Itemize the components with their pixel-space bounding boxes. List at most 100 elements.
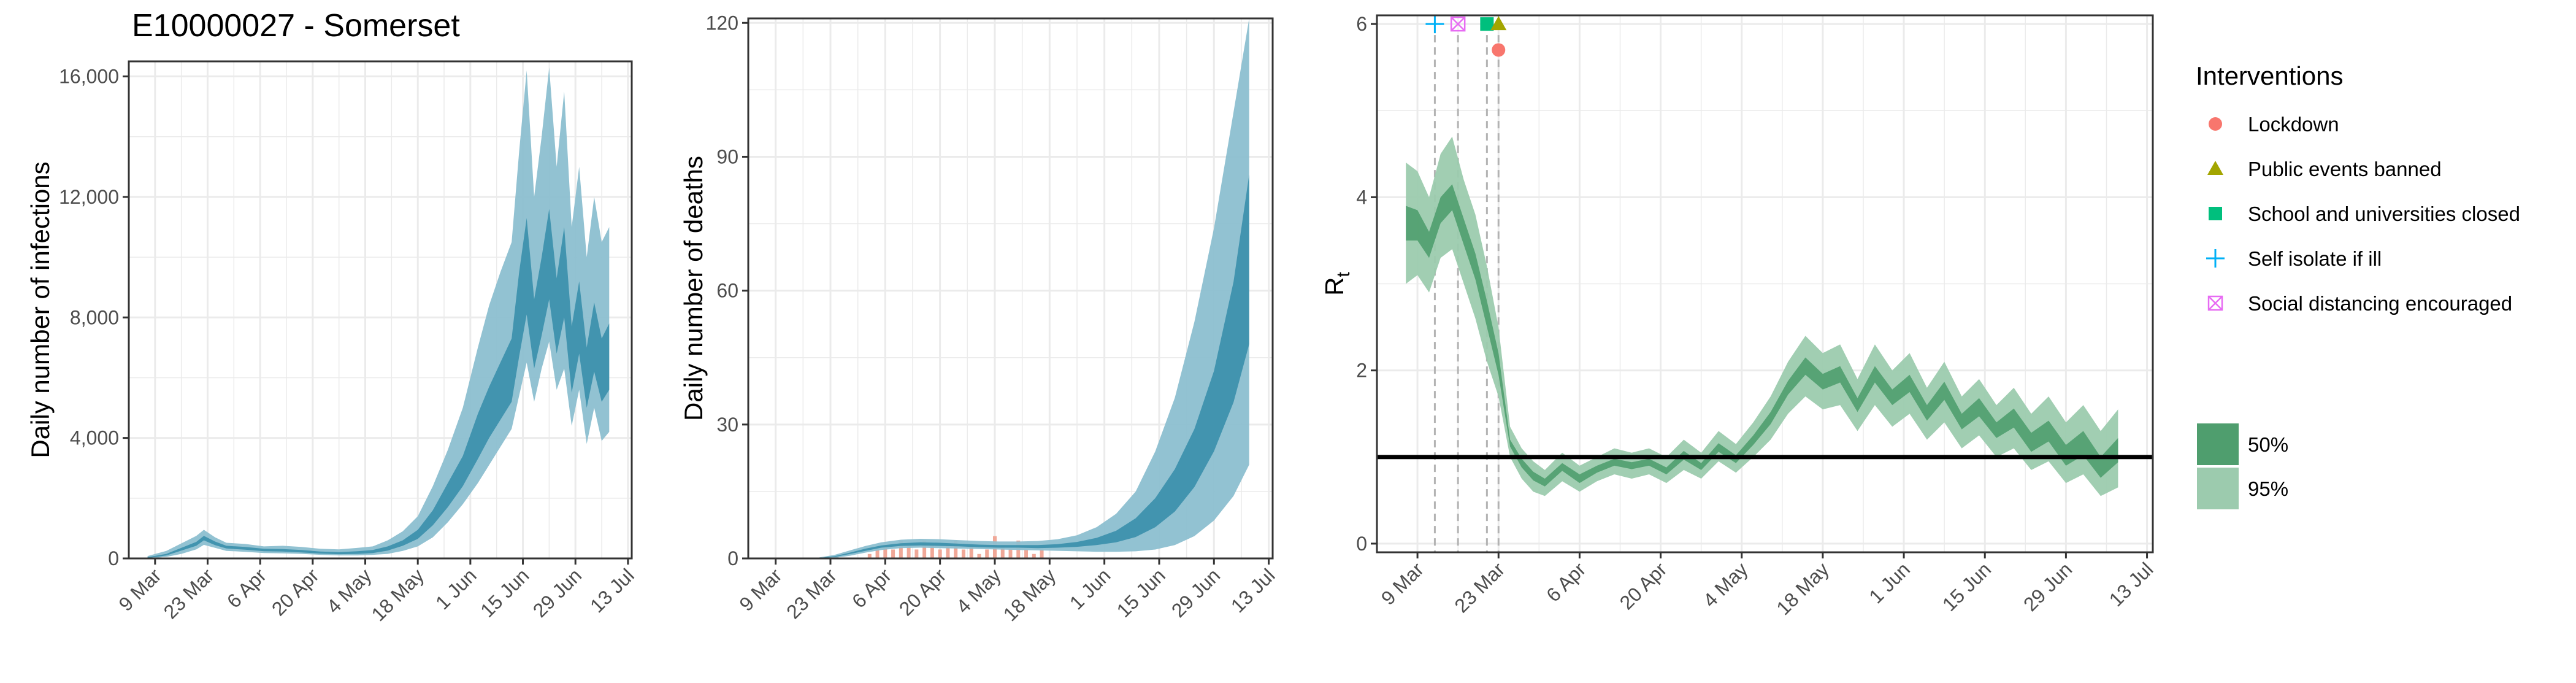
y-tick-label: 90 — [716, 145, 738, 168]
observed-death-bar — [938, 549, 942, 558]
x-tick-label: 29 Jun — [529, 564, 586, 621]
observed-death-bar — [883, 545, 887, 558]
observed-death-bar — [969, 545, 973, 558]
observed-death-bar — [930, 545, 934, 558]
x-tick-label: 6 Apr — [848, 564, 896, 612]
intervention-marker — [1480, 17, 1494, 31]
observed-death-bar — [891, 549, 895, 558]
legend-key — [2209, 117, 2222, 131]
x-tick-label: 15 Jun — [476, 564, 533, 621]
observed-death-bar — [907, 545, 911, 558]
boxx-box — [2207, 295, 2223, 311]
x-tick-label: 1 Jun — [1865, 558, 1914, 608]
page-title: E10000027 - Somerset — [132, 8, 460, 44]
legend-key — [2209, 207, 2222, 220]
intervention-marker — [1425, 15, 1444, 34]
x-tick-label: 6 Apr — [1542, 558, 1590, 606]
x-tick-label: 13 Jul — [586, 564, 638, 617]
x-tick-label: 23 Mar — [782, 564, 841, 623]
x-tick-label: 20 Apr — [267, 564, 323, 620]
observed-death-bar — [1000, 545, 1005, 558]
x-tick-label: 20 Apr — [895, 564, 951, 620]
x-tick-label: 18 May — [367, 564, 428, 625]
legend-title: Interventions — [2196, 61, 2343, 90]
x-tick-label: 23 Mar — [1450, 558, 1509, 617]
band-95 — [767, 18, 1249, 558]
panel-border — [747, 17, 1274, 560]
y-tick-label: 12,000 — [59, 186, 119, 208]
intervention-marker — [1492, 43, 1506, 57]
rt-panel: 0 2 4 6 9 Mar 23 Mar 6 Apr 20 Apr 4 May 18 May 1 J… — [1320, 13, 2158, 619]
boxx-box — [1450, 16, 1466, 32]
observed-death-bar — [1024, 549, 1029, 558]
legend-swatch — [2197, 468, 2239, 509]
x-tick-label: 18 May — [999, 564, 1060, 625]
observed-death-bar — [922, 540, 927, 558]
x-tick-label: 23 Mar — [159, 564, 218, 623]
x-tick-label: 20 Apr — [1616, 558, 1671, 614]
panel-border — [1376, 14, 2154, 554]
x-tick-label: 18 May — [1772, 558, 1833, 619]
x-tick-label: 4 May — [1699, 558, 1752, 611]
observed-death-bar — [1008, 549, 1013, 558]
x-tick-label: 6 Apr — [223, 564, 271, 612]
y-tick-label: 0 — [108, 547, 119, 569]
band-50 — [147, 209, 610, 558]
y-tick-label: 4 — [1356, 186, 1367, 208]
x-tick-label: 29 Jun — [1167, 564, 1224, 621]
observed-death-bar — [1040, 549, 1044, 558]
legend-interval-label: 95% — [2248, 477, 2288, 500]
observed-death-bar — [875, 549, 880, 558]
boxx-d2 — [2208, 296, 2223, 311]
legend-item-label: Public events banned — [2248, 158, 2442, 180]
panel-border — [128, 60, 633, 560]
x-tick-label: 9 Mar — [735, 564, 786, 615]
y-axis-label: Daily number of infections — [26, 161, 55, 458]
x-tick-label: 13 Jul — [2105, 558, 2158, 611]
observed-death-bar — [954, 540, 958, 558]
intervention-marker — [1490, 16, 1507, 31]
band-95 — [1406, 136, 2118, 496]
y-tick-label: 60 — [716, 280, 738, 302]
y-tick-label: 6 — [1356, 13, 1367, 35]
y-tick-label: 0 — [1356, 533, 1367, 555]
y-tick-label: 2 — [1356, 360, 1367, 382]
y-tick-label: 4,000 — [70, 427, 119, 449]
x-tick-label: 1 Jun — [431, 564, 481, 614]
x-tick-label: 4 May — [952, 564, 1005, 617]
legend-item-label: School and universities closed — [2248, 203, 2520, 225]
y-tick-label: 8,000 — [70, 306, 119, 328]
band-95 — [147, 67, 610, 559]
y-axis-label: Rt — [1320, 272, 1354, 296]
legend-item-label: Lockdown — [2248, 113, 2339, 136]
legend-key — [2207, 295, 2223, 311]
x-tick-label: 15 Jun — [1938, 558, 1995, 615]
observed-death-bar — [946, 545, 950, 558]
legend-swatch — [2197, 423, 2239, 465]
y-tick-label: 30 — [716, 414, 738, 436]
x-tick-label: 15 Jun — [1113, 564, 1170, 621]
x-tick-label: 9 Mar — [1377, 558, 1428, 609]
legend-key — [2206, 249, 2225, 268]
observed-death-bar — [977, 554, 981, 558]
y-tick-label: 16,000 — [59, 66, 119, 88]
observed-death-bar — [867, 554, 872, 558]
legend: Interventions Lockdown Public events banne… — [2196, 61, 2520, 509]
intervention-marker — [1450, 16, 1466, 32]
observed-death-bar — [1032, 554, 1036, 558]
y-axis-label: Daily number of deaths — [679, 156, 708, 421]
y-axis-label-subscript: t — [1333, 272, 1354, 277]
legend-interval-label: 50% — [2248, 433, 2288, 456]
legend-item-label: Social distancing encouraged — [2248, 292, 2512, 315]
observed-death-bar — [985, 549, 989, 558]
y-tick-label: 0 — [727, 547, 738, 569]
observed-death-bar — [899, 540, 903, 558]
x-tick-label: 13 Jul — [1227, 564, 1279, 617]
y-tick-label: 120 — [706, 12, 738, 34]
x-tick-label: 29 Jun — [2019, 558, 2076, 615]
legend-item-label: Self isolate if ill — [2248, 247, 2382, 270]
boxx-d2 — [1451, 17, 1466, 31]
